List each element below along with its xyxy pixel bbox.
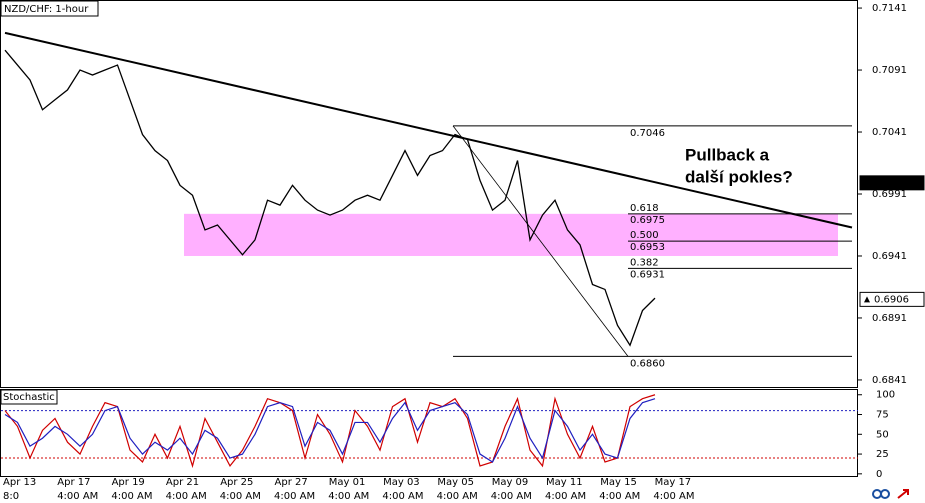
trendline bbox=[4, 31, 853, 229]
main-panel bbox=[0, 0, 858, 388]
fib-zone bbox=[184, 213, 838, 256]
fib-price: 0.6953 bbox=[630, 242, 665, 253]
y-tick-label: 0.6941 bbox=[872, 251, 907, 262]
y-tick-label: 0.7091 bbox=[872, 65, 907, 76]
plot-layer: 0.7141 0.7091 0.7041 0.6991 0.6941 0.6891 0.68… bbox=[1, 3, 925, 502]
x-time-label: 4:00 AM bbox=[599, 491, 640, 502]
annotation: další pokles? bbox=[685, 167, 793, 186]
fib-ratio: 0.618 bbox=[630, 203, 659, 214]
x-time-label: 4:00 AM bbox=[166, 491, 207, 502]
fib-ratio: 0.500 bbox=[630, 230, 659, 241]
level-label: 0.6860 bbox=[630, 358, 665, 369]
annotation: Pullback a bbox=[685, 145, 770, 164]
y-tick-label: 50 bbox=[876, 429, 889, 440]
x-time-label: 4:00 AM bbox=[491, 491, 532, 502]
price-label: 0.6906 bbox=[874, 294, 909, 305]
price-label-box bbox=[859, 175, 925, 191]
retracement-line bbox=[452, 125, 629, 357]
x-date-label: May 03 bbox=[383, 477, 420, 488]
x-time-label: 4:00 AM bbox=[545, 491, 586, 502]
y-tick-label: 100 bbox=[876, 390, 895, 401]
price-label-box bbox=[859, 291, 925, 307]
price-label: 0.7000 bbox=[874, 178, 909, 189]
stochastic-title-box bbox=[0, 389, 58, 405]
y-tick-label: 0 bbox=[876, 469, 882, 480]
x-date-label: May 09 bbox=[492, 477, 529, 488]
fib-price: 0.6975 bbox=[630, 215, 665, 226]
fib-price: 0.6931 bbox=[630, 269, 665, 280]
x-date-label: May 01 bbox=[329, 477, 366, 488]
x-date-label: Apr 27 bbox=[275, 477, 308, 488]
x-date-label: May 11 bbox=[546, 477, 583, 488]
x-time-label: 4:00 AM bbox=[437, 491, 478, 502]
x-date-label: Apr 19 bbox=[112, 477, 145, 488]
x-time-label: 8:0 bbox=[3, 491, 19, 502]
x-date-label: Apr 25 bbox=[220, 477, 253, 488]
y-tick-label: 0.7141 bbox=[872, 3, 907, 14]
stochastic-line bbox=[4, 398, 656, 463]
chart-title: NZD/CHF: 1-hour bbox=[4, 4, 89, 15]
y-tick-label: 75 bbox=[876, 410, 889, 421]
x-time-label: 4:00 AM bbox=[57, 491, 98, 502]
title-box bbox=[0, 0, 99, 17]
x-date-label: May 15 bbox=[600, 477, 637, 488]
corner-icons bbox=[872, 489, 909, 499]
x-time-label: 4:00 AM bbox=[328, 491, 369, 502]
x-date-label: Apr 21 bbox=[166, 477, 199, 488]
x-time-label: 4:00 AM bbox=[382, 491, 423, 502]
x-date-label: May 17 bbox=[655, 477, 692, 488]
y-tick-label: 25 bbox=[876, 449, 889, 460]
x-time-label: 4:00 AM bbox=[220, 491, 261, 502]
x-date-label: Apr 13 bbox=[3, 477, 36, 488]
x-date-label: May 05 bbox=[437, 477, 474, 488]
stochastic-panel bbox=[0, 389, 858, 477]
x-time-label: 4:00 AM bbox=[111, 491, 152, 502]
x-date-label: Apr 17 bbox=[57, 477, 90, 488]
y-tick-label: 0.6891 bbox=[872, 313, 907, 324]
y-tick-label: 0.6991 bbox=[872, 189, 907, 200]
y-tick-label: 0.6841 bbox=[872, 375, 907, 386]
level-label: 0.7046 bbox=[630, 128, 665, 139]
y-tick-label: 0.7041 bbox=[872, 127, 907, 138]
stochastic-title: Stochastic bbox=[3, 392, 55, 403]
x-time-label: 4:00 AM bbox=[274, 491, 315, 502]
x-time-label: 4:00 AM bbox=[653, 491, 694, 502]
fib-ratio: 0.382 bbox=[630, 257, 659, 268]
price-line bbox=[4, 49, 656, 347]
price-marker bbox=[864, 296, 870, 303]
